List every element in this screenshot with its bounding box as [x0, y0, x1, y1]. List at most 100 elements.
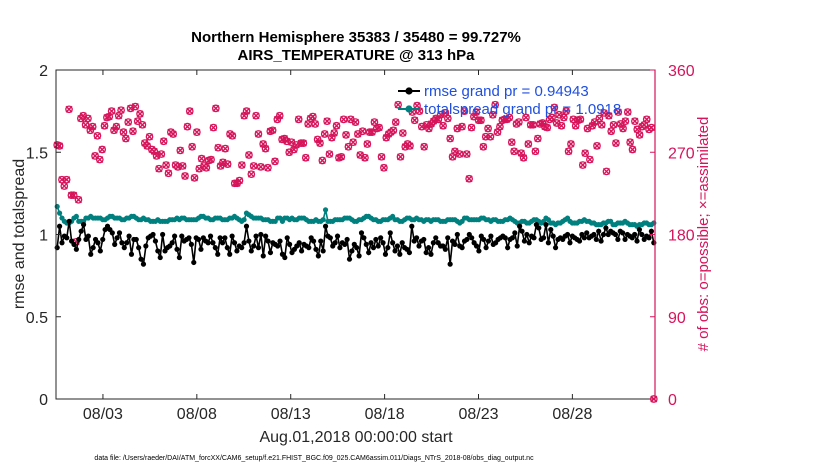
obs-possible-point — [252, 111, 260, 120]
obs-assimilated-point — [65, 105, 73, 113]
obs-possible-point — [235, 176, 244, 185]
rmse-point — [600, 231, 607, 238]
obs-assimilated-point — [181, 172, 189, 180]
obs-assimilated-point — [245, 151, 253, 159]
rmse-point — [76, 236, 82, 243]
obs-possible-point — [188, 142, 196, 151]
rmse-point — [342, 241, 348, 247]
rmse-point — [409, 223, 415, 229]
rmse-point — [552, 245, 559, 251]
obs-assimilated-point — [631, 117, 639, 125]
rmse-point — [564, 231, 571, 238]
obs-possible-point — [484, 124, 492, 133]
obs-possible-point — [91, 152, 99, 160]
rmse-point — [406, 249, 413, 256]
obs-assimilated-point — [643, 115, 651, 123]
obs-assimilated-point — [318, 156, 326, 164]
obs-possible-point — [581, 149, 590, 158]
rmse-point — [346, 256, 353, 262]
rmse-point — [315, 253, 321, 259]
rmse-point — [433, 235, 439, 241]
rmse-point — [512, 230, 518, 236]
obs-possible-point — [410, 116, 419, 125]
obs-possible-point — [133, 117, 142, 126]
x-tick-label: 08/23 — [458, 406, 498, 423]
rmse-point — [224, 245, 230, 251]
obs-assimilated-point — [550, 103, 558, 111]
rmse-point — [622, 236, 628, 243]
rmse-point — [387, 230, 393, 236]
rmse-point — [126, 233, 132, 239]
obs-possible-point — [107, 107, 116, 115]
rmse-point — [469, 235, 475, 241]
rmse-point — [143, 243, 149, 249]
obs-assimilated-point — [188, 143, 196, 151]
obs-assimilated-point — [588, 122, 596, 130]
rmse-point — [73, 246, 79, 252]
obs-assimilated-point — [299, 139, 307, 147]
obs-possible-point — [299, 139, 308, 147]
obs-possible-point — [389, 126, 398, 135]
legend-rmse-marker — [405, 87, 413, 95]
obs-possible-point — [635, 131, 644, 139]
obs-assimilated-point — [619, 124, 627, 132]
y-right-tick-label: 270 — [668, 145, 695, 162]
obs-assimilated-point — [98, 146, 106, 154]
obs-assimilated-point — [325, 150, 333, 158]
rmse-point — [95, 240, 101, 246]
obs-assimilated-point — [359, 127, 367, 135]
rmse-point — [136, 245, 142, 251]
rmse-point — [399, 240, 405, 246]
rmse-point — [454, 231, 460, 238]
y-right-tick-label: 360 — [668, 63, 695, 80]
obs-possible-point — [557, 121, 566, 130]
obs-assimilated-point — [465, 175, 473, 183]
obs-assimilated-point — [576, 115, 584, 123]
obs-assimilated-point — [560, 114, 568, 122]
rmse-point — [90, 245, 96, 251]
rmse-point — [241, 240, 247, 246]
rmse-point — [612, 231, 619, 238]
rmse-point — [71, 241, 77, 247]
obs-possible-point — [254, 130, 263, 138]
rmse-point — [368, 240, 374, 246]
obs-possible-point — [316, 139, 324, 147]
obs-possible-point — [472, 108, 481, 116]
legend-spread-label: totalspread grand pr = 1.0918 — [424, 101, 621, 118]
obs-possible-point — [631, 117, 639, 126]
obs-assimilated-point — [363, 140, 371, 148]
rmse-point — [124, 240, 130, 246]
obs-assimilated-point — [605, 112, 613, 120]
obs-possible-point — [477, 116, 485, 125]
rmse-point — [298, 248, 305, 254]
obs-possible-point — [337, 152, 346, 161]
obs-assimilated-point — [74, 196, 82, 204]
obs-assimilated-point — [110, 126, 118, 134]
obs-assimilated-point — [595, 114, 603, 122]
rmse-point — [632, 231, 638, 238]
obs-possible-point — [391, 118, 400, 126]
obs-possible-point — [65, 105, 73, 114]
obs-assimilated-point — [505, 114, 513, 122]
rmse-point — [543, 222, 549, 228]
rmse-point — [593, 236, 599, 243]
totalspread-point — [54, 203, 60, 210]
obs-assimilated-point — [531, 147, 539, 155]
rmse-point — [78, 228, 84, 234]
rmse-point — [332, 240, 338, 246]
obs-assimilated-point — [254, 130, 262, 138]
rmse-point — [334, 233, 341, 239]
rmse-point — [370, 245, 377, 251]
obs-possible-point — [380, 163, 388, 172]
obs-assimilated-point — [235, 177, 243, 185]
rmse-point — [394, 243, 401, 249]
obs-possible-point — [311, 120, 320, 128]
obs-possible-point — [586, 155, 594, 164]
obs-assimilated-point — [238, 161, 246, 169]
rmse-point — [452, 241, 458, 247]
obs-assimilated-point — [169, 130, 177, 138]
obs-possible-point — [301, 153, 310, 162]
rmse-point — [648, 228, 655, 234]
obs-assimilated-point — [468, 124, 476, 132]
obs-assimilated-point — [321, 130, 329, 138]
